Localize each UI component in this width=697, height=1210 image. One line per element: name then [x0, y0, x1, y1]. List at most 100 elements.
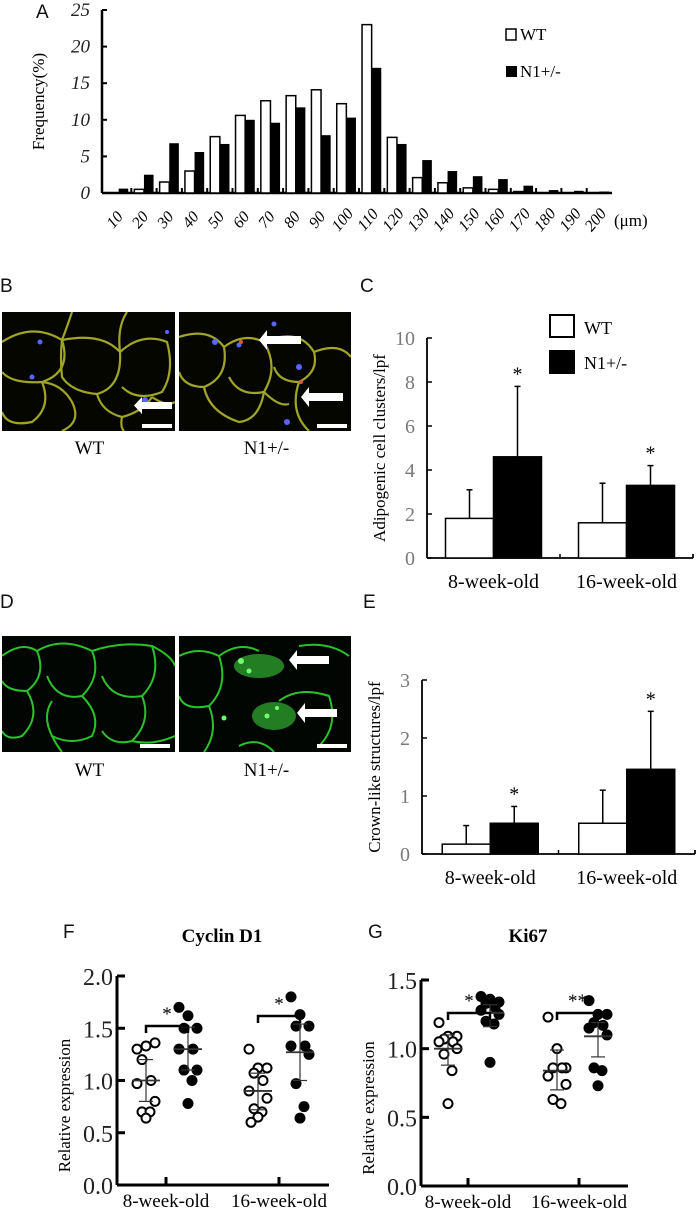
bar-n1: [194, 152, 205, 193]
bar-n1: [270, 122, 281, 193]
data-point-wt: [555, 1098, 567, 1110]
x-tick-label: 130: [405, 205, 433, 234]
bar-n1: [472, 176, 483, 193]
bar-n1: [625, 484, 676, 559]
data-point-n1: [173, 1001, 185, 1013]
bar-wt: [513, 190, 525, 194]
bar-wt: [234, 114, 246, 194]
bar-wt: [444, 517, 495, 559]
significance-bracket: [555, 1011, 600, 1020]
green-fluorescence-image: [2, 642, 175, 752]
scale-bar: [142, 424, 172, 428]
y-tick-label: 6: [405, 416, 415, 438]
y-tick-label: 20: [71, 37, 91, 58]
legend-label-n1: N1+/-: [584, 353, 627, 373]
bar-n1: [371, 67, 382, 193]
bar-n1: [169, 143, 179, 193]
y-tick-label: 25: [71, 0, 90, 21]
data-point-n1: [182, 1097, 194, 1109]
y-axis-label: Relative expression: [55, 1038, 74, 1172]
bar-n1: [548, 190, 559, 193]
bar-wt: [310, 89, 322, 194]
y-tick-label: 0: [405, 548, 415, 570]
x-tick-label: 16-week-old: [576, 571, 677, 590]
bar-wt: [361, 23, 373, 194]
y-tick-label: 0.5: [83, 1122, 113, 1148]
data-point-wt: [446, 1065, 458, 1077]
bar-n1: [523, 185, 534, 193]
y-tick-label: 2: [405, 504, 415, 526]
significance-asterisk: *: [646, 688, 656, 710]
significance-asterisk: *: [464, 991, 474, 1012]
data-point-n1: [191, 1022, 203, 1034]
y-tick-label: 10: [395, 328, 415, 350]
data-point-n1: [290, 1020, 302, 1032]
significance-asterisk: *: [509, 783, 519, 805]
y-tick-label: 2: [400, 728, 410, 750]
y-tick-label: 5: [81, 146, 91, 167]
micrograph-d-n1: [179, 636, 351, 752]
data-point-n1: [493, 1008, 505, 1020]
data-point-n1: [601, 1008, 613, 1020]
data-point-n1: [285, 1040, 297, 1052]
bar-wt: [184, 170, 196, 194]
bar-n1: [574, 190, 584, 193]
x-tick-label: 200: [582, 205, 610, 234]
bar-n1: [599, 191, 609, 193]
data-point-n1: [583, 1022, 595, 1034]
significance-asterisk: *: [274, 994, 284, 1015]
data-point-wt: [542, 1011, 554, 1023]
panel-letter-g: G: [368, 922, 383, 943]
legend-swatch-wt: [549, 314, 575, 338]
legend-label-wt: WT: [520, 25, 547, 44]
data-point-n1: [303, 1020, 315, 1032]
micrograph-b-n1: [179, 312, 351, 431]
green-fluorescence-image: [179, 643, 350, 752]
y-tick-label: 3: [400, 670, 410, 692]
panel-letter-e: E: [363, 592, 376, 613]
x-tick-label: 8-week-old: [448, 571, 539, 590]
bar-wt: [462, 187, 474, 194]
significance-bracket: [144, 1024, 190, 1033]
panel-letter-b: B: [0, 276, 13, 297]
x-tick-label: 90: [306, 209, 329, 232]
x-axis-label: (μm): [614, 211, 648, 230]
bar-wt: [386, 136, 398, 194]
bar-n1: [492, 456, 543, 559]
x-tick-label: 16-week-old: [531, 1192, 628, 1210]
x-tick-label: 8-week-old: [425, 1192, 512, 1210]
data-point-wt: [542, 1070, 554, 1082]
x-tick-label: 50: [205, 209, 228, 232]
y-tick-label: 1: [400, 786, 410, 808]
chart-c-adipogenic-clusters: 0 2 4 6 8 10 Adipogenic cell clusters/lpf 8-wee…: [370, 314, 694, 590]
data-point-wt: [442, 1098, 454, 1110]
chart-e-crown-like-structures: 0 1 2 3 Crown-like structures/lpf 8-week-old 1…: [365, 670, 696, 889]
legend-label-wt: WT: [584, 318, 612, 338]
bar-n1: [143, 174, 154, 193]
data-point-n1: [592, 1080, 604, 1092]
adipocyte-membrane-stain-image: [179, 321, 351, 431]
x-tick-label: 30: [154, 209, 178, 233]
significance-asterisk: **: [568, 991, 587, 1012]
x-tick-label: 16-week-old: [576, 867, 677, 889]
data-point-n1: [285, 991, 297, 1003]
x-tick-label: 10: [104, 209, 127, 232]
data-point-n1: [290, 1078, 302, 1090]
x-tick-label: 80: [281, 209, 304, 232]
x-tick-label: 110: [354, 206, 382, 234]
bar-n1: [626, 768, 676, 855]
bar-n1: [219, 143, 230, 193]
x-tick-label: 20: [129, 209, 152, 232]
x-tick-label: 60: [230, 209, 253, 232]
panel-letter-d: D: [0, 592, 14, 613]
y-tick-label: 2.0: [83, 965, 113, 991]
chart-g-ki67: Ki67 0.0 0.5 1.0 1.5 Relative expression 8-wee…: [359, 926, 628, 1210]
bar-wt: [209, 135, 221, 194]
caption-d-n1: N1+/-: [243, 760, 290, 781]
scale-bar: [140, 744, 170, 748]
panel-letter-f: F: [63, 922, 75, 943]
data-point-wt: [433, 1017, 445, 1029]
chart-f-cyclin-d1: Cyclin D1 0.0 0.5 1.0 1.5 2.0 Relative express…: [55, 926, 329, 1210]
data-point-n1: [601, 1029, 613, 1041]
